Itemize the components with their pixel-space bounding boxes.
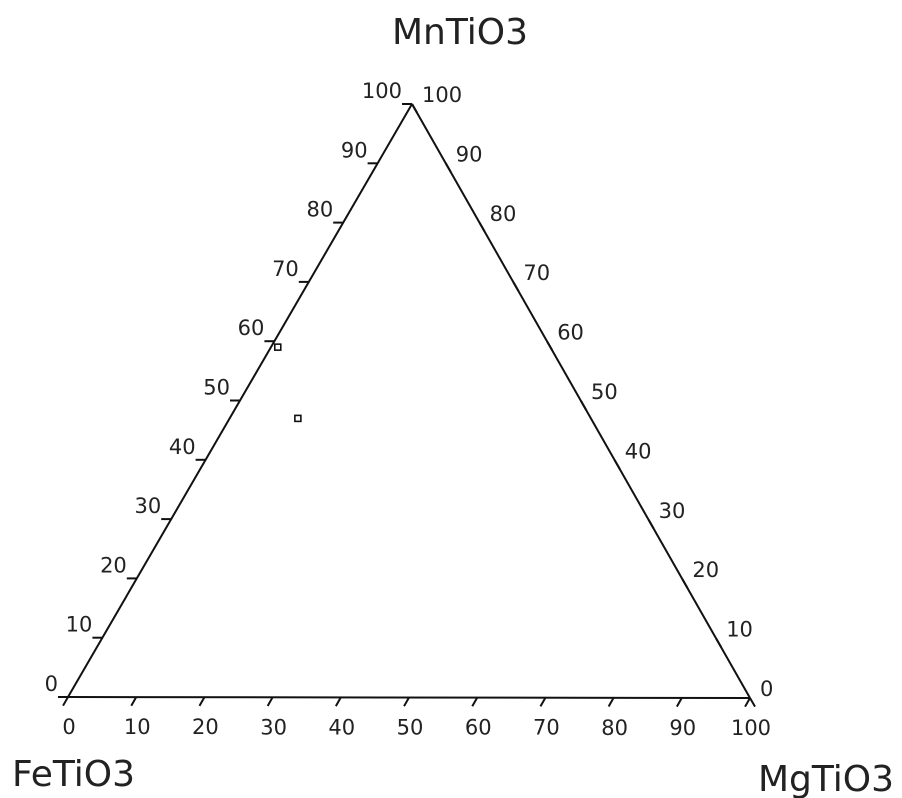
tick-label-bottom-60: 60 (465, 716, 492, 740)
tick-right-100 (411, 103, 418, 114)
tick-label-left-60: 60 (238, 316, 265, 340)
tick-bottom-80 (607, 697, 615, 707)
tick-bottom-10 (130, 696, 138, 707)
tick-label-bottom-20: 20 (192, 715, 219, 739)
tick-bottom-70 (539, 697, 547, 707)
triangle-axes (67, 103, 751, 699)
tick-right-20 (681, 578, 689, 589)
tick-label-bottom-70: 70 (533, 716, 560, 740)
tick-label-bottom-40: 40 (328, 715, 355, 739)
tick-label-left-40: 40 (169, 435, 196, 459)
tick-bottom-60 (471, 697, 479, 707)
tick-label-right-100: 100 (422, 83, 462, 107)
tick-right-10 (715, 638, 723, 648)
tick-labels: 0 10 20 30 40 50 60 70 80 90 100010203040506070809… (45, 79, 774, 740)
tick-label-right-10: 10 (726, 618, 753, 642)
tick-label-right-30: 30 (659, 499, 686, 523)
tick-right-80 (478, 222, 486, 232)
apex-label-right: MgTiO3 (758, 759, 894, 798)
tick-label-bottom-10: 10 (124, 715, 151, 739)
tick-label-left-90: 90 (341, 138, 368, 162)
tick-label-right-20: 20 (692, 558, 719, 582)
tick-right-90 (444, 162, 452, 173)
tick-label-bottom-90: 90 (669, 716, 696, 740)
tick-label-left-70: 70 (272, 257, 299, 281)
tick-label-right-90: 90 (456, 142, 483, 166)
tick-label-right-60: 60 (557, 321, 584, 345)
tick-label-left-10: 10 (66, 613, 93, 637)
tick-label-right-80: 80 (490, 202, 517, 226)
tick-label-right-0: 0 (760, 677, 773, 701)
tick-label-right-40: 40 (625, 439, 652, 463)
tick-label-left-20: 20 (100, 553, 127, 577)
tick-label-right-70: 70 (523, 261, 550, 285)
tick-label-left-50: 50 (203, 376, 230, 400)
tick-bottom-20 (198, 696, 206, 707)
tick-right-60 (546, 341, 554, 351)
tick-label-right-50: 50 (591, 380, 618, 404)
apex-label-top: MnTiO3 (392, 12, 528, 53)
tick-label-bottom-50: 50 (397, 716, 424, 740)
tick-bottom-50 (403, 697, 410, 707)
tick-bottom-100 (744, 697, 751, 708)
tick-right-0 (749, 697, 756, 708)
tick-marks (58, 103, 756, 708)
tick-label-left-30: 30 (134, 494, 161, 518)
tick-bottom-40 (334, 696, 342, 707)
apex-label-left: FeTiO3 (12, 754, 135, 795)
tick-right-40 (613, 459, 621, 470)
tick-label-left-80: 80 (306, 198, 333, 222)
tick-right-70 (512, 281, 520, 292)
tick-right-30 (647, 519, 655, 529)
tick-right-50 (580, 400, 587, 411)
tick-label-bottom-0: 0 (62, 715, 75, 739)
tick-bottom-0 (62, 696, 69, 707)
data-points (273, 343, 302, 423)
tick-label-left-100: 100 (362, 79, 402, 103)
tick-label-bottom-30: 30 (260, 715, 287, 739)
tick-label-bottom-80: 80 (601, 716, 628, 740)
tick-bottom-90 (675, 697, 683, 708)
data-point-2 (294, 414, 302, 423)
data-point-1 (273, 343, 282, 351)
tick-label-left-0: 0 (45, 672, 58, 696)
tick-label-bottom-100: 100 (731, 716, 771, 740)
tick-bottom-30 (266, 696, 274, 707)
